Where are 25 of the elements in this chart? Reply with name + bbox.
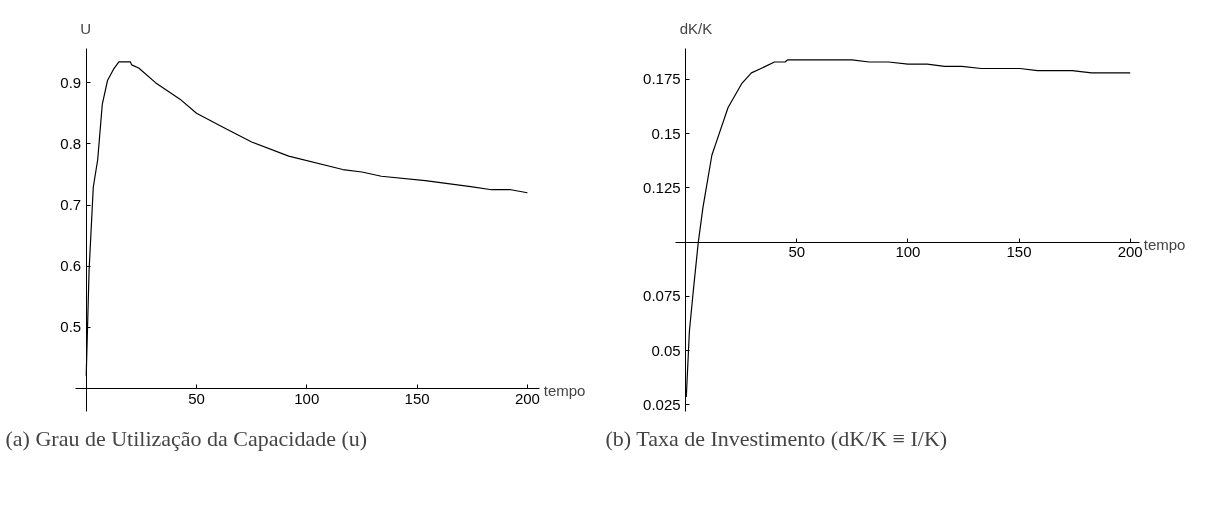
- x-tick-label: 50: [788, 243, 806, 261]
- y-tick-label: 0.025: [643, 395, 681, 413]
- x-tick-label: 150: [1006, 243, 1032, 261]
- y-tick-label: 0.075: [643, 287, 681, 305]
- text: (b) Taxa de Investimento (dK/K ≡ I/K): [605, 425, 948, 451]
- y-tick-label: 0.9: [60, 73, 82, 91]
- x-tick-label: 200: [1117, 243, 1143, 261]
- x-tick-label: 100: [895, 243, 921, 261]
- y-tick-label: 0.7: [60, 196, 82, 214]
- x-tick-label: 100: [294, 389, 320, 407]
- x-tick-label: 200: [514, 389, 540, 407]
- y-tick-label: 0.8: [60, 134, 82, 152]
- x-tick-label: 150: [404, 389, 430, 407]
- y-tick-label: 0.125: [643, 178, 681, 196]
- y-tick-label: 0.15: [651, 124, 681, 142]
- x-axis-title: tempo: [543, 382, 586, 400]
- y-tick-label: 0.05: [651, 341, 681, 359]
- x-tick-label: 50: [188, 389, 205, 407]
- text: (a) Grau de Utilização da Capacidade (u): [5, 425, 368, 451]
- y-tick-label: 0.175: [643, 70, 681, 88]
- y-tick-label: 0.5: [60, 318, 82, 336]
- x-axis-title: tempo: [1143, 235, 1186, 253]
- y-axis-title: U: [80, 19, 92, 37]
- y-tick-label: 0.6: [60, 257, 82, 275]
- y-axis-title: dK/K: [679, 19, 713, 37]
